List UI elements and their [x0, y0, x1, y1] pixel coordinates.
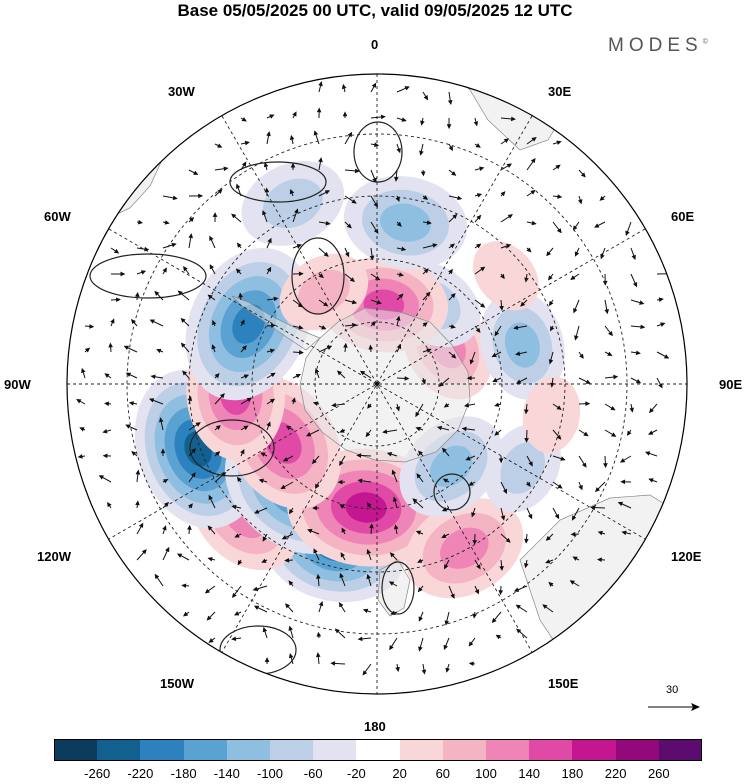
lon-label-30w: 30W: [168, 84, 195, 99]
colorbar-swatch: [54, 739, 97, 761]
colorbar-swatch: [400, 739, 443, 761]
colorbar-swatch: [227, 739, 270, 761]
lon-label-150w: 150W: [160, 676, 194, 691]
colorbar-tick-label: 180: [562, 766, 584, 781]
colorbar-tick-label: -60: [304, 766, 323, 781]
colorbar-tick-label: 60: [436, 766, 450, 781]
brand-logo: MODES©: [608, 35, 708, 57]
colorbar-swatch: [659, 739, 702, 761]
lon-label-60w: 60W: [44, 209, 71, 224]
lon-label-60e: 60E: [671, 209, 694, 224]
colorbar-swatch: [572, 739, 615, 761]
colorbar-swatch: [313, 739, 356, 761]
colorbar: [54, 739, 702, 761]
colorbar-swatch: [184, 739, 227, 761]
colorbar-tick-label: -140: [214, 766, 240, 781]
lon-label-90e: 90E: [719, 377, 742, 392]
colorbar-tick-label: -100: [257, 766, 283, 781]
colorbar-tick-label: 20: [392, 766, 406, 781]
reference-vector-arrow: [646, 686, 702, 716]
colorbar-swatch: [270, 739, 313, 761]
colorbar-swatch: [140, 739, 183, 761]
colorbar-swatch: [616, 739, 659, 761]
colorbar-swatch: [529, 739, 572, 761]
lon-label-180: 180: [364, 719, 386, 734]
colorbar-tick-label: -260: [84, 766, 110, 781]
map-title: Base 05/05/2025 00 UTC, valid 09/05/2025…: [0, 0, 750, 22]
lon-label-120e: 120E: [671, 549, 701, 564]
lon-label-150e: 150E: [548, 676, 578, 691]
colorbar-tick-label: -20: [347, 766, 366, 781]
colorbar-tick-label: 140: [518, 766, 540, 781]
colorbar-tick-labels: -260 -220 -180 -140 -100 -60 -20 20 60 100 140 180 2…: [0, 766, 750, 784]
colorbar-swatch: [443, 739, 486, 761]
colorbar-tick-label: -220: [127, 766, 153, 781]
colorbar-swatch: [486, 739, 529, 761]
lon-label-0: 0: [371, 37, 378, 52]
colorbar-swatch: [97, 739, 140, 761]
colorbar-tick-label: 260: [648, 766, 670, 781]
lon-label-90w: 90W: [4, 377, 31, 392]
colorbar-tick-label: -180: [171, 766, 197, 781]
colorbar-swatch: [356, 739, 399, 761]
lon-label-30e: 30E: [548, 84, 571, 99]
colorbar-tick-label: 100: [475, 766, 497, 781]
colorbar-tick-label: 220: [605, 766, 627, 781]
lon-label-120w: 120W: [37, 549, 71, 564]
